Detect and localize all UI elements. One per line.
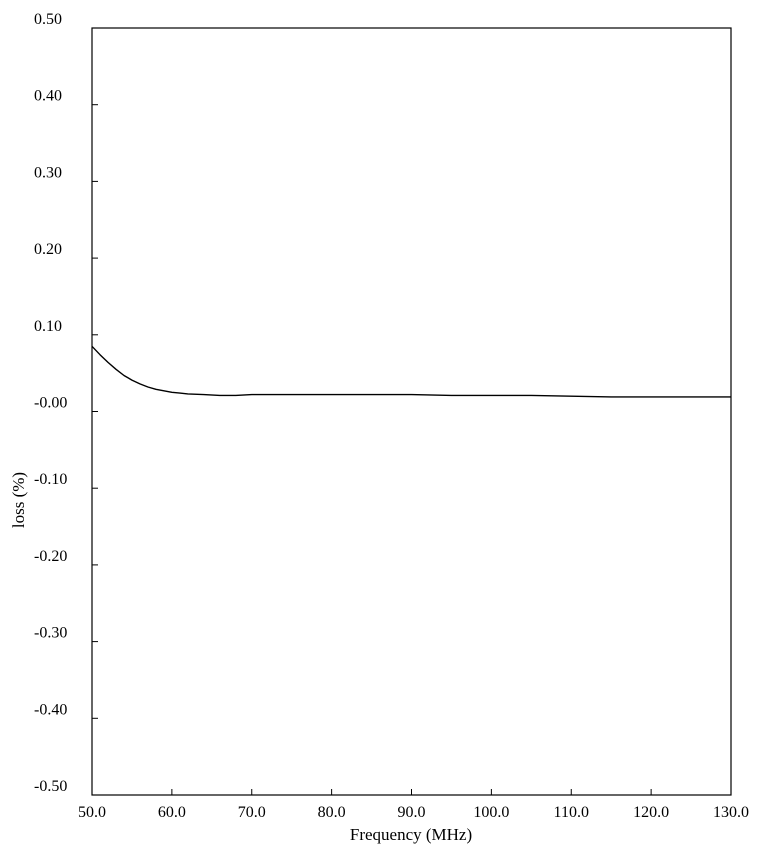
x-tick-label: 110.0	[554, 804, 589, 821]
x-tick-label: 50.0	[78, 804, 106, 821]
y-tick-label: 0.10	[34, 318, 62, 335]
x-tick-label: 70.0	[238, 804, 266, 821]
y-tick-label: -0.50	[34, 778, 67, 795]
series-layer	[91, 345, 731, 398]
x-axis-label: Frequency (MHz)	[350, 825, 472, 844]
y-tick-label: -0.00	[34, 395, 67, 412]
x-tick-label: 100.0	[473, 804, 509, 821]
x-tick-label: 80.0	[318, 804, 346, 821]
y-axis-label: loss (%)	[9, 472, 28, 528]
y-tick-label: 0.20	[34, 241, 62, 258]
y-axis-ticks: 0.50 0.40 0.30 0.20 0.10 -0.00 -0.10 -0.20 -0.30…	[34, 11, 98, 796]
y-tick-label: -0.30	[34, 625, 67, 642]
y-tick-label: -0.40	[34, 701, 67, 718]
x-tick-label: 60.0	[158, 804, 186, 821]
y-tick-label: 0.50	[34, 11, 62, 28]
x-axis-ticks: 50.0 60.0 70.0 80.0 90.0 100.0 110.0 120.0 130.0	[78, 789, 749, 821]
series-line-1	[91, 345, 731, 398]
y-tick-label: 0.40	[34, 88, 62, 105]
x-tick-label: 130.0	[713, 804, 749, 821]
x-tick-label: 120.0	[633, 804, 669, 821]
plot-area-frame	[91, 27, 732, 796]
x-tick-label: 90.0	[398, 804, 426, 821]
y-tick-label: -0.20	[34, 548, 67, 565]
y-tick-label: 0.30	[34, 164, 62, 181]
y-tick-label: -0.10	[34, 471, 67, 488]
